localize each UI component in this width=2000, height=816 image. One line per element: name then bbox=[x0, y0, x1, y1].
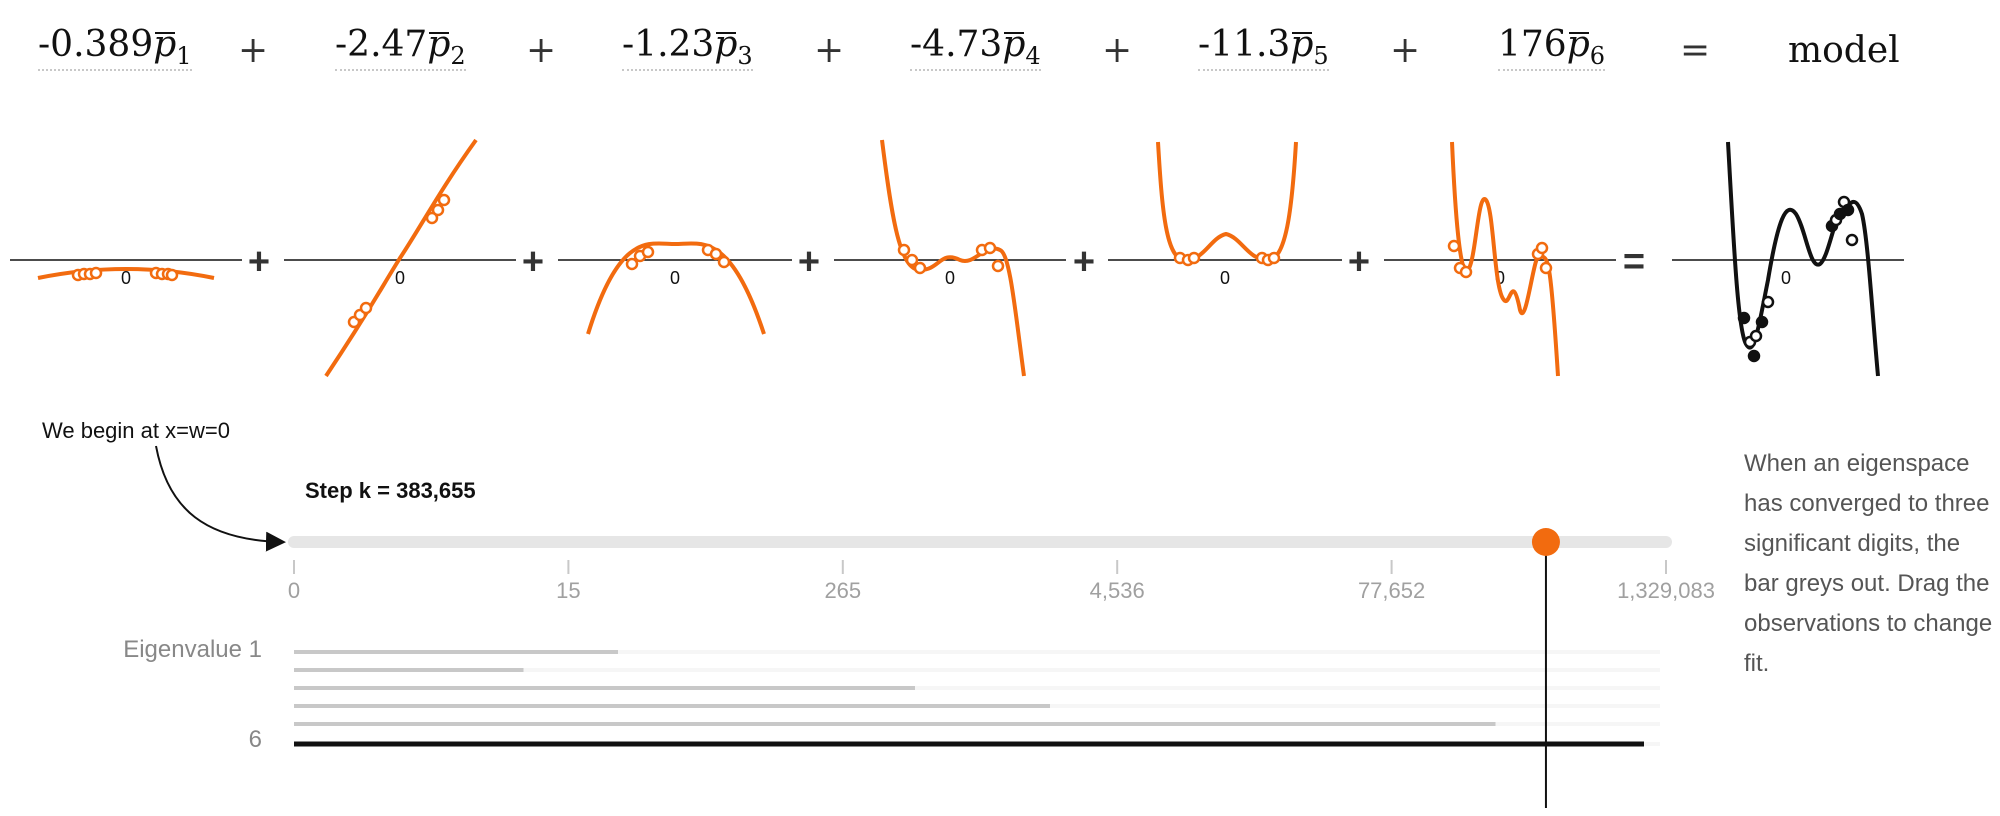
begin-note: We begin at x=w=0 bbox=[42, 418, 230, 443]
zero-label: 0 bbox=[1781, 268, 1791, 288]
observation-point[interactable] bbox=[1447, 239, 1461, 253]
plus-operator: + bbox=[238, 30, 269, 71]
zero-label: 0 bbox=[670, 268, 680, 288]
observation-point[interactable] bbox=[431, 203, 445, 217]
eigenvalue-1-label: Eigenvalue 1 bbox=[123, 636, 262, 663]
model-point[interactable] bbox=[1755, 315, 1769, 329]
zero-label: 0 bbox=[395, 268, 405, 288]
observation-point[interactable] bbox=[913, 261, 927, 275]
step-label: Step k = 383,655 bbox=[305, 478, 476, 503]
coefficient-1[interactable]: -0.389p1 bbox=[38, 24, 192, 94]
basis-curve-6 bbox=[1450, 141, 1560, 377]
observation-point[interactable] bbox=[89, 266, 103, 280]
coefficient-6[interactable]: 176p6 bbox=[1498, 24, 1606, 94]
model-observation-points[interactable] bbox=[1737, 195, 1859, 363]
plus-operator: + bbox=[1102, 30, 1133, 71]
observation-point[interactable] bbox=[709, 247, 723, 261]
observation-point[interactable] bbox=[897, 243, 911, 257]
model-label: model bbox=[1788, 30, 1900, 71]
tick-label: 4,536 bbox=[1090, 578, 1145, 603]
coefficient-4[interactable]: -4.73p4 bbox=[910, 24, 1041, 94]
observation-point[interactable] bbox=[437, 193, 451, 207]
equals-operator: = bbox=[1680, 30, 1711, 71]
observation-point[interactable] bbox=[641, 245, 655, 259]
basis-plots: 0 0 0 0 0 0 0 + + + + + = bbox=[10, 138, 1904, 378]
observation-point[interactable] bbox=[359, 301, 373, 315]
observation-point[interactable] bbox=[1459, 265, 1473, 279]
observation-point[interactable] bbox=[1267, 251, 1281, 265]
model-point[interactable] bbox=[1749, 329, 1763, 343]
basis-curve-2 bbox=[324, 138, 478, 378]
zero-label: 0 bbox=[1495, 268, 1505, 288]
zero-label: 0 bbox=[121, 268, 131, 288]
coefficient-6-value: 176p6 bbox=[1498, 24, 1606, 71]
eigenvalue-bars bbox=[294, 650, 1660, 747]
tick-label: 0 bbox=[288, 578, 300, 603]
observation-point[interactable] bbox=[625, 257, 639, 271]
model-point[interactable] bbox=[1737, 311, 1751, 325]
observation-point[interactable] bbox=[1539, 261, 1553, 275]
basis-curve-5 bbox=[1156, 141, 1298, 263]
plus-operator: + bbox=[248, 241, 270, 283]
begin-arrow bbox=[155, 445, 286, 552]
model-point[interactable] bbox=[1845, 233, 1859, 247]
coefficient-2-value: -2.47p2 bbox=[335, 24, 466, 71]
plus-operator: + bbox=[526, 30, 557, 71]
basis-curve-3 bbox=[586, 241, 766, 335]
plus-operator: + bbox=[814, 30, 845, 71]
model-point[interactable] bbox=[1761, 295, 1775, 309]
plus-operator: + bbox=[1348, 241, 1370, 283]
observation-point[interactable] bbox=[165, 268, 179, 282]
observation-point[interactable] bbox=[717, 255, 731, 269]
zero-label: 0 bbox=[945, 268, 955, 288]
observation-point[interactable] bbox=[983, 241, 997, 255]
coefficient-3[interactable]: -1.23p3 bbox=[622, 24, 753, 94]
tick-label: 265 bbox=[824, 578, 861, 603]
side-note: When an eigenspace has converged to thre… bbox=[1744, 450, 1993, 677]
model-point[interactable] bbox=[1747, 349, 1761, 363]
plus-operator: + bbox=[522, 241, 544, 283]
basis-curve-1 bbox=[37, 267, 215, 280]
observation-point[interactable] bbox=[905, 253, 919, 267]
coefficient-5-value: -11.3p5 bbox=[1198, 24, 1329, 71]
coefficient-5[interactable]: -11.3p5 bbox=[1198, 24, 1329, 94]
coefficient-4-value: -4.73p4 bbox=[910, 24, 1041, 71]
coefficient-1-value: -0.389p1 bbox=[38, 24, 192, 71]
model-point[interactable] bbox=[1841, 203, 1855, 217]
eigenvalue-6-label: 6 bbox=[248, 726, 262, 753]
tick-label: 77,652 bbox=[1358, 578, 1425, 603]
model-curve bbox=[1726, 141, 1880, 377]
equals-operator: = bbox=[1623, 241, 1645, 283]
plus-operator: + bbox=[1073, 241, 1095, 283]
tick-label: 15 bbox=[556, 578, 580, 603]
tick-label: 1,329,083 bbox=[1617, 578, 1715, 603]
plus-operator: + bbox=[1390, 30, 1421, 71]
observation-point[interactable] bbox=[425, 211, 439, 225]
observation-point[interactable] bbox=[991, 259, 1005, 273]
basis-curve-4 bbox=[880, 139, 1026, 377]
plus-operator: + bbox=[798, 241, 820, 283]
observation-point[interactable] bbox=[1535, 241, 1549, 255]
coefficient-2[interactable]: -2.47p2 bbox=[335, 24, 466, 94]
slider-handle[interactable] bbox=[1531, 528, 1560, 556]
slider-ticks bbox=[293, 560, 1667, 574]
zero-label: 0 bbox=[1220, 268, 1230, 288]
observation-point[interactable] bbox=[1187, 251, 1201, 265]
observation-points[interactable] bbox=[71, 193, 1553, 329]
coefficient-3-value: -1.23p3 bbox=[622, 24, 753, 71]
